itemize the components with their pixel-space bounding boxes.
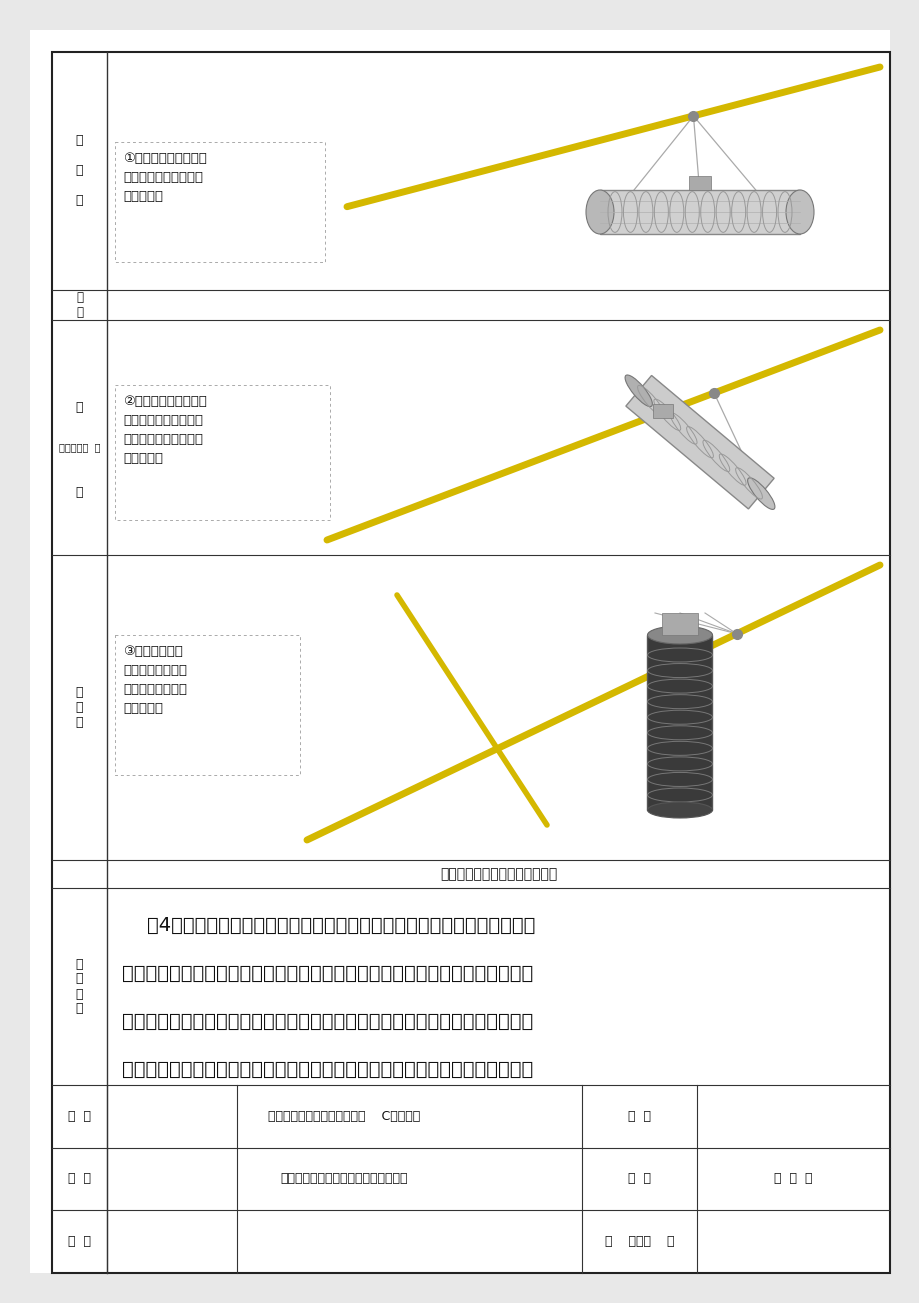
Bar [115, 384, 330, 520]
Ellipse shape [624, 375, 652, 407]
Text: （4）钒筋笼链接。第一节骨架放到最后一节加劲筋位置时，穿进型钐，将: （4）钒筋笼链接。第一节骨架放到最后一节加劲筋位置时，穿进型钐，将 [122, 916, 535, 936]
Text: 日

月

年: 日 月 年 [75, 134, 83, 207]
Text: 第    页，共    页: 第 页，共 页 [604, 1235, 674, 1248]
Text: 复  核: 复 核 [68, 1173, 91, 1186]
Text: 年  月  日: 年 月 日 [774, 1173, 811, 1186]
Bar [115, 635, 300, 775]
Text: 审  核: 审 核 [68, 1235, 91, 1248]
Text: 年: 年 [75, 486, 83, 499]
Text: 编  制: 编 制 [68, 1110, 91, 1123]
Ellipse shape [585, 190, 613, 235]
Bar [688, 176, 710, 190]
Text: 直线状态。  月: 直线状态。 月 [59, 443, 100, 452]
Text: 日: 日 [75, 401, 83, 414]
Text: 钒筋笼整体吸装入孔流程示意图: 钒筋笼整体吸装入孔流程示意图 [439, 866, 557, 881]
Bar [647, 635, 711, 810]
Ellipse shape [747, 478, 774, 509]
Text: 核
复: 核 复 [76, 291, 83, 319]
Text: 钒筋骨架临时支撑在孔口型钐上，再起吸第二节骨架与第一节骨架连接。连接时: 钒筋骨架临时支撑在孔口型钐上，再起吸第二节骨架与第一节骨架连接。连接时 [122, 964, 533, 982]
Text: 上、下主筋位置对正，保持钒筋笼上下轴线在一直线上，不得出现转折。连接时: 上、下主筋位置对正，保持钒筋笼上下轴线在一直线上，不得出现转折。连接时 [122, 1012, 533, 1031]
Text: 先连接一个方向的两根接头，然后稍提起，以使上下节钒筋笼在自重作用下垂直: 先连接一个方向的两根接头，然后稍提起，以使上下节钒筋笼在自重作用下垂直 [122, 1061, 533, 1079]
Ellipse shape [647, 625, 711, 644]
Text: ①起吸时，同时提升主
副吸点，将钒筋笼提起
一定高度。: ①起吸时，同时提升主 副吸点，将钒筋笼提起 一定高度。 [123, 152, 207, 203]
Bar [115, 142, 324, 262]
Text: 编  号: 编 号 [628, 1110, 651, 1123]
Text: ③不断提升主吸
迨，慢慢放松副吸
迨，直到钒筋笼同
地面垂直。: ③不断提升主吸 迨，慢慢放松副吸 迨，直到钒筋笼同 地面垂直。 [123, 645, 187, 715]
Text: ②提升主吸迨，停止副
吸迨，通过滑轮组的联
动，使钒筋笼始终处于
直线状态。: ②提升主吸迨，停止副 吸迨，通过滑轮组的联 动，使钒筋笼始终处于 直线状态。 [123, 395, 207, 465]
Text: 人
责
负: 人 责 负 [75, 685, 83, 728]
Text: 位
单
受
接: 位 单 受 接 [75, 958, 83, 1015]
Text: 中铁十二局集团片同高速公路    C标项目部: 中铁十二局集团片同高速公路 C标项目部 [268, 1110, 420, 1123]
Bar [662, 612, 698, 635]
Bar [652, 404, 673, 418]
Text: 河东村特大桥桦基钒筋笼施工技术交底: 河东村特大桥桦基钒筋笼施工技术交底 [280, 1173, 408, 1186]
Text: 日  期: 日 期 [628, 1173, 651, 1186]
Ellipse shape [647, 803, 711, 818]
Polygon shape [625, 375, 773, 509]
Bar [599, 190, 800, 235]
Ellipse shape [785, 190, 813, 235]
